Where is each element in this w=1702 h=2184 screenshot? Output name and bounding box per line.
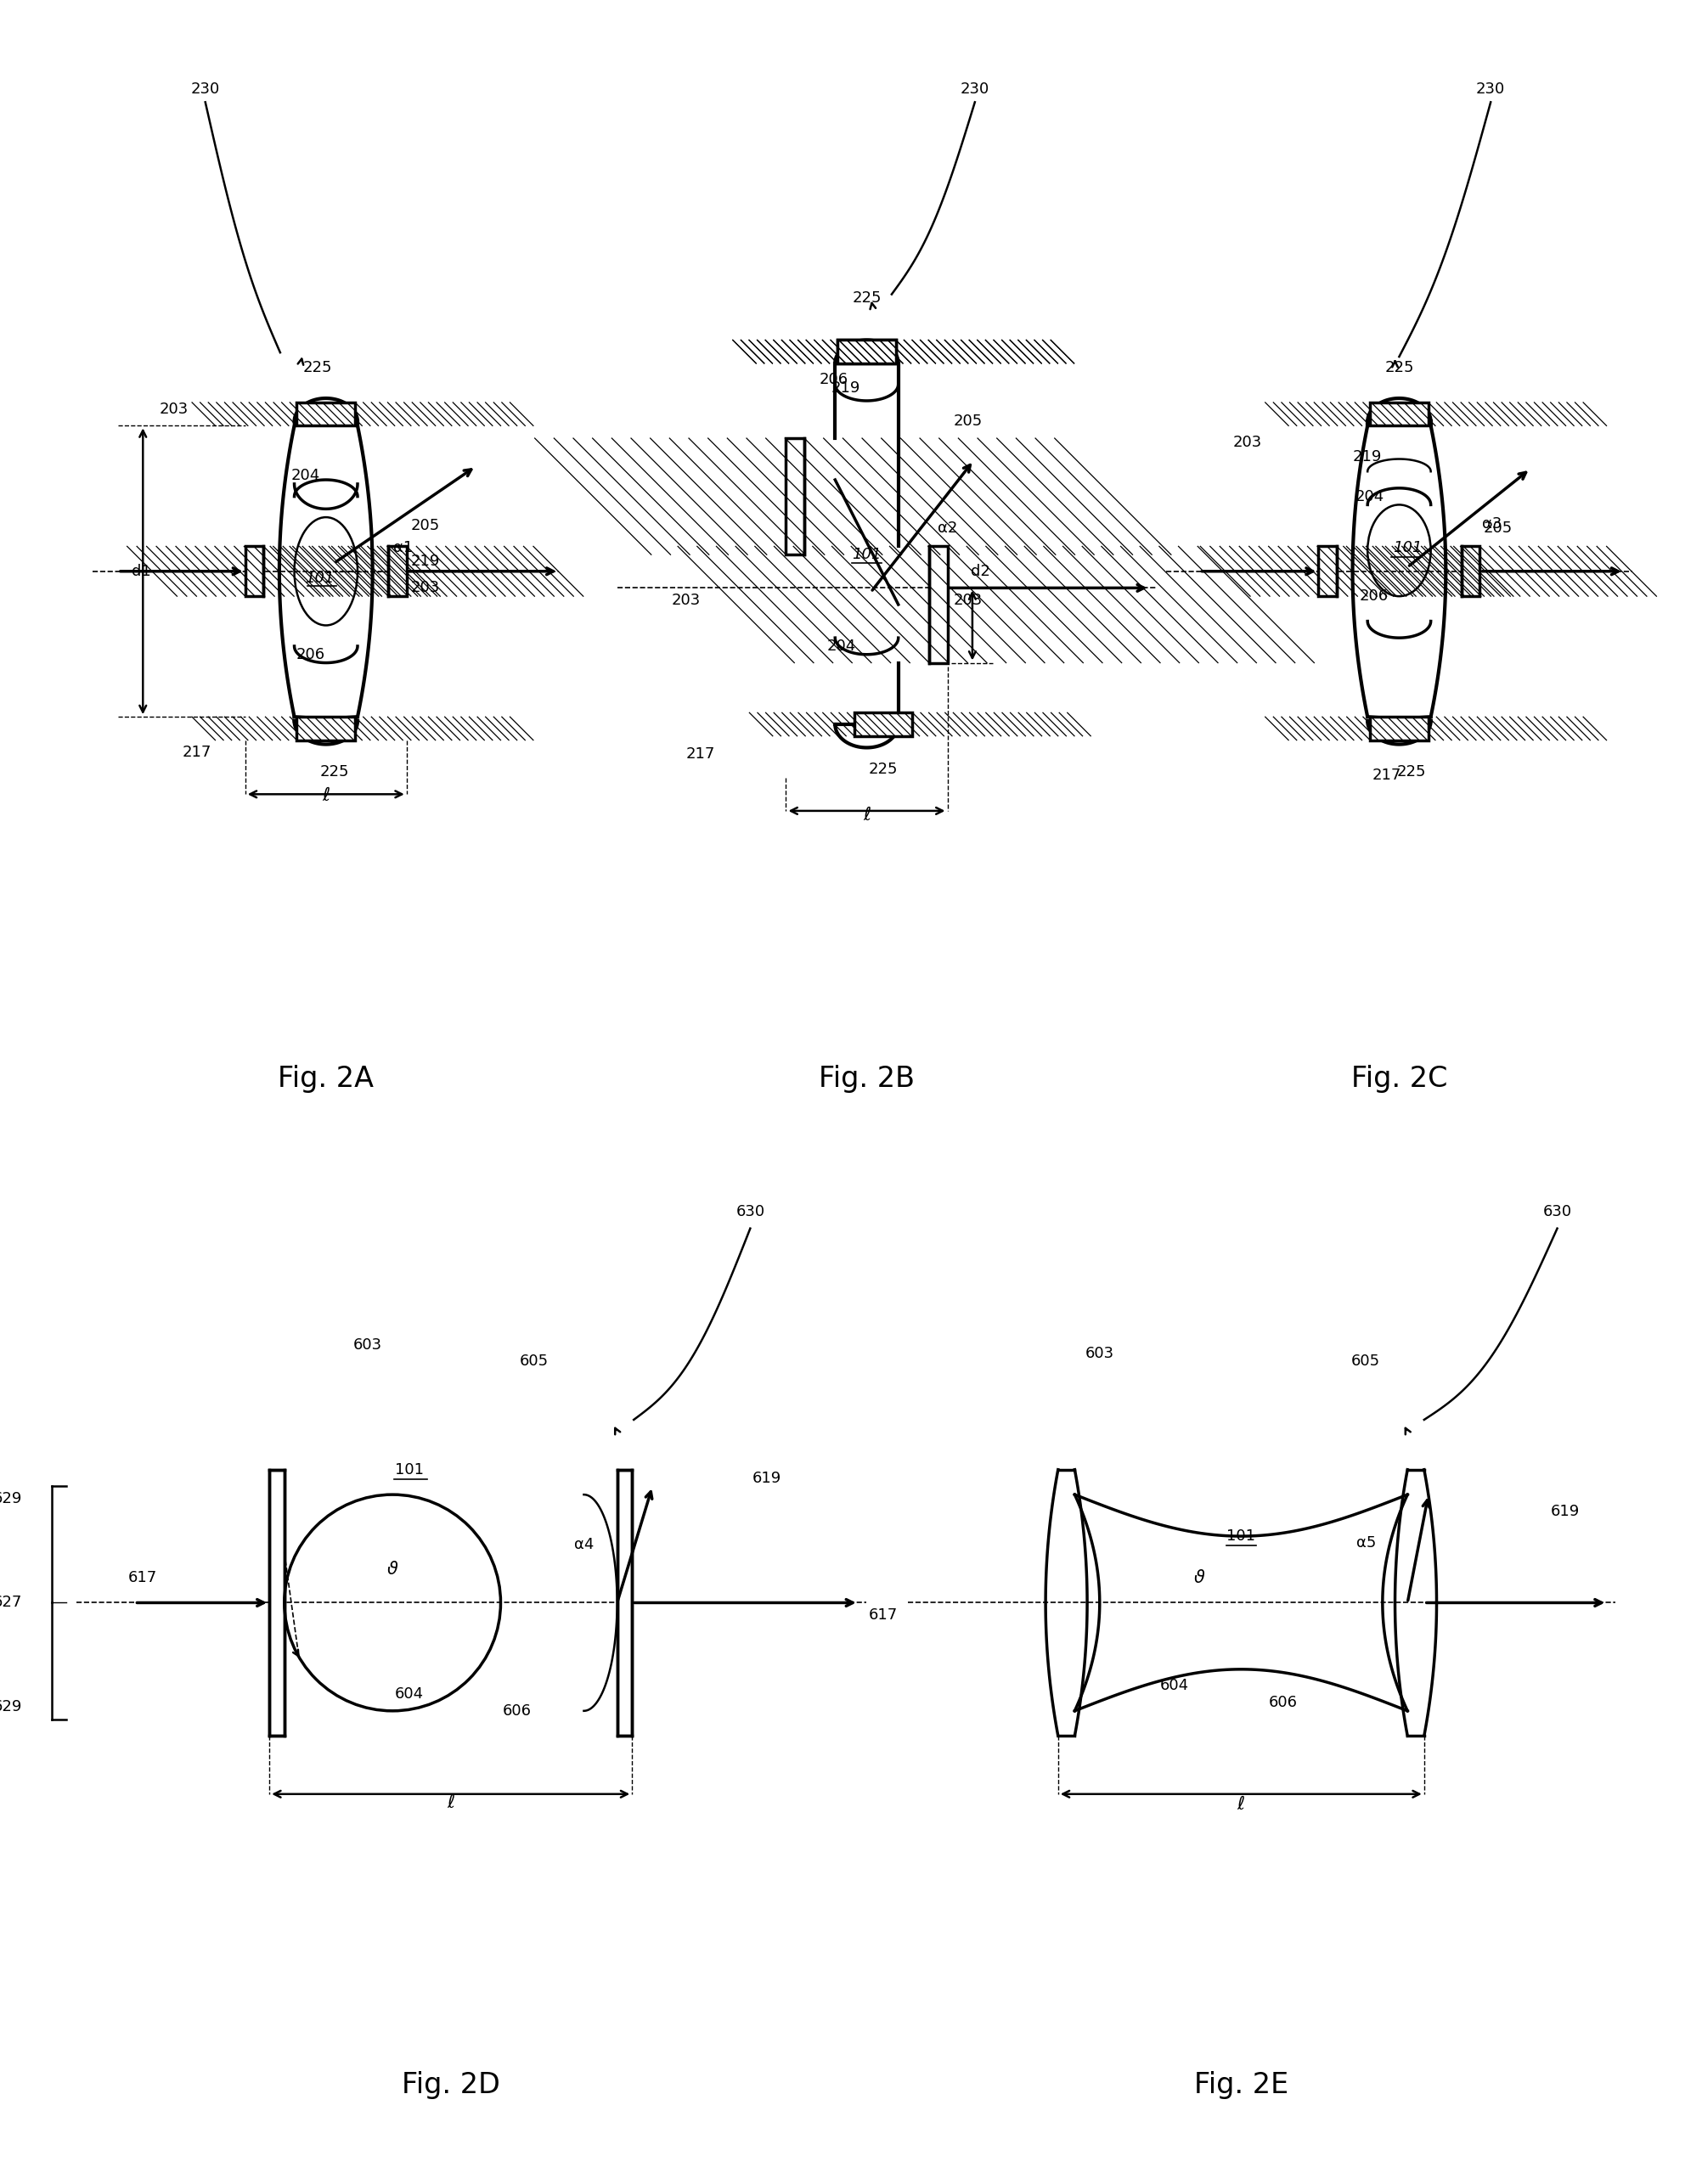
- Text: 204: 204: [291, 467, 320, 483]
- Text: ℓ: ℓ: [863, 806, 871, 823]
- Text: 101: 101: [853, 546, 882, 561]
- Text: 605: 605: [519, 1354, 548, 1369]
- Bar: [245, 546, 264, 596]
- Text: 204: 204: [1355, 489, 1385, 505]
- Text: 204: 204: [827, 638, 856, 653]
- Text: ϑ: ϑ: [1195, 1570, 1205, 1586]
- Text: 101: 101: [1227, 1529, 1256, 1544]
- Text: 205: 205: [953, 415, 982, 430]
- Bar: [618, 1470, 631, 1736]
- Text: ℓ: ℓ: [322, 788, 330, 804]
- Text: 230: 230: [191, 81, 220, 96]
- Text: α2: α2: [938, 520, 958, 535]
- Text: 225: 225: [303, 360, 332, 376]
- Bar: [388, 546, 407, 596]
- Text: 605: 605: [1351, 1354, 1380, 1369]
- Text: d2: d2: [970, 563, 991, 579]
- Text: 630: 630: [735, 1203, 764, 1219]
- Text: ℓ: ℓ: [1237, 1795, 1246, 1813]
- Text: 225: 225: [1397, 764, 1426, 780]
- Bar: [1319, 546, 1336, 596]
- Text: α5: α5: [1356, 1535, 1375, 1551]
- Bar: [929, 546, 948, 662]
- Text: 206: 206: [1360, 590, 1389, 605]
- Text: 217: 217: [686, 747, 715, 762]
- Text: 604: 604: [395, 1686, 424, 1701]
- Text: 219: 219: [831, 380, 861, 395]
- Text: α1: α1: [393, 539, 414, 555]
- Text: 206: 206: [819, 371, 848, 387]
- Text: 217: 217: [1372, 767, 1401, 782]
- Text: 604: 604: [1161, 1677, 1190, 1693]
- Text: 101: 101: [395, 1461, 424, 1476]
- Text: 617: 617: [128, 1570, 158, 1586]
- Bar: [854, 712, 912, 736]
- Text: 225: 225: [868, 762, 899, 778]
- Bar: [296, 716, 356, 740]
- Text: 603: 603: [352, 1337, 381, 1352]
- Text: 101: 101: [305, 570, 334, 585]
- Text: 205: 205: [1484, 520, 1513, 535]
- Bar: [786, 439, 805, 555]
- Text: Fig. 2B: Fig. 2B: [819, 1064, 914, 1092]
- Text: 230: 230: [1476, 81, 1505, 96]
- Bar: [837, 341, 895, 363]
- Text: 225: 225: [320, 764, 349, 780]
- Text: 603: 603: [1086, 1345, 1115, 1361]
- Text: 630: 630: [1542, 1203, 1571, 1219]
- Text: Fig. 2D: Fig. 2D: [402, 2070, 500, 2099]
- Text: 203: 203: [671, 592, 700, 607]
- Text: 217: 217: [182, 745, 211, 760]
- Text: 225: 225: [1384, 360, 1414, 376]
- Text: 206: 206: [296, 646, 325, 662]
- Text: 627: 627: [0, 1594, 22, 1610]
- Text: Fig. 2C: Fig. 2C: [1351, 1064, 1447, 1092]
- Text: 629: 629: [0, 1492, 22, 1507]
- Text: d1: d1: [131, 563, 151, 579]
- Text: α4: α4: [574, 1538, 594, 1553]
- Text: 230: 230: [960, 81, 989, 96]
- Bar: [296, 402, 356, 426]
- Bar: [1370, 402, 1428, 426]
- Text: 619: 619: [752, 1470, 781, 1485]
- Text: 203: 203: [410, 581, 439, 596]
- Text: 606: 606: [1268, 1695, 1297, 1710]
- Text: 606: 606: [502, 1704, 531, 1719]
- Text: 225: 225: [853, 290, 882, 306]
- Text: 203: 203: [1232, 435, 1261, 450]
- Text: 101: 101: [1392, 539, 1423, 555]
- Bar: [1370, 716, 1428, 740]
- Bar: [1462, 546, 1479, 596]
- Text: 219: 219: [1353, 450, 1382, 465]
- Bar: [269, 1470, 284, 1736]
- Text: 203: 203: [160, 402, 189, 417]
- Text: α3: α3: [1482, 518, 1501, 533]
- Text: 203: 203: [953, 592, 982, 607]
- Text: 205: 205: [410, 518, 439, 533]
- Text: ℓ: ℓ: [448, 1793, 454, 1811]
- Text: Fig. 2E: Fig. 2E: [1193, 2070, 1288, 2099]
- Text: 629: 629: [0, 1699, 22, 1714]
- Text: 619: 619: [1551, 1503, 1579, 1518]
- Text: ϑ: ϑ: [386, 1562, 398, 1579]
- Text: Fig. 2A: Fig. 2A: [277, 1064, 374, 1092]
- Bar: [837, 341, 895, 363]
- Text: 617: 617: [868, 1607, 899, 1623]
- Text: 219: 219: [410, 555, 439, 570]
